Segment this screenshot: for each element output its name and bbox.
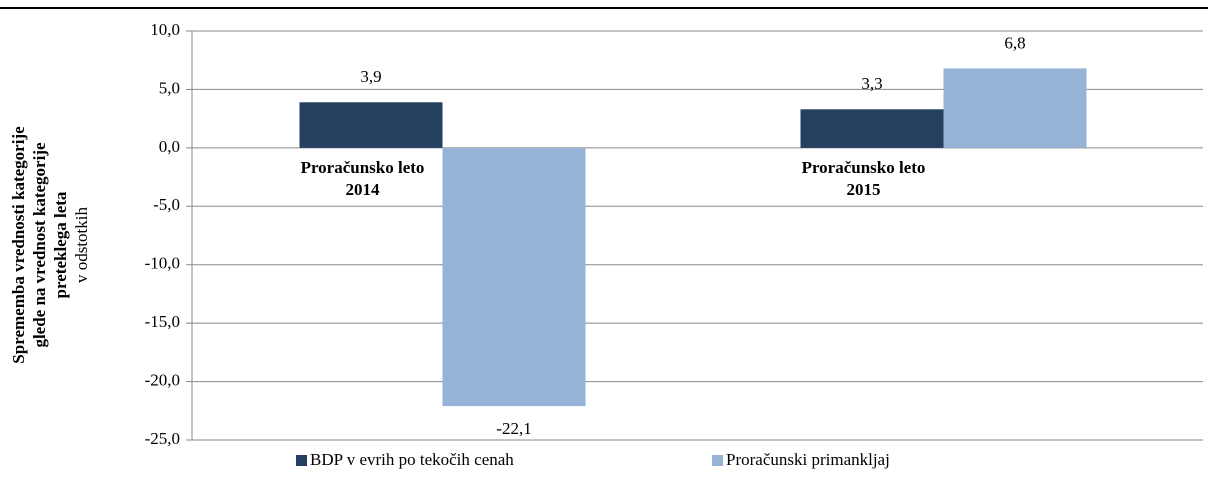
- y-axis-title-line: glede na vrednost kategorije: [30, 142, 49, 348]
- x-tick-label: Proračunsko leto 2014: [300, 158, 425, 199]
- bar: [442, 147, 586, 407]
- y-axis-title: Sprememba vrednosti kategorije glede na v…: [8, 35, 92, 455]
- y-tick-label: -25,0: [145, 429, 180, 448]
- y-axis-title-line: preteklega leta: [51, 191, 70, 299]
- y-axis-unit: v odstotkih: [72, 206, 91, 284]
- bar: [800, 109, 944, 148]
- y-tick-label: -5,0: [153, 195, 180, 214]
- bar: [299, 102, 443, 148]
- y-axis-title-line: Sprememba vrednosti kategorije: [9, 126, 28, 364]
- value-label: 3,3: [861, 74, 882, 93]
- value-label: -22,1: [496, 419, 531, 438]
- legend-swatch: [712, 455, 723, 466]
- bar: [943, 68, 1087, 148]
- y-tick-label: 10,0: [150, 20, 180, 39]
- y-tick-label: 5,0: [159, 78, 180, 97]
- y-tick-label: -20,0: [145, 370, 180, 389]
- y-tick-label: -15,0: [145, 312, 180, 331]
- legend-swatch: [296, 455, 307, 466]
- y-tick-label: -10,0: [145, 254, 180, 273]
- value-label: 6,8: [1004, 33, 1025, 52]
- value-label: 3,9: [360, 67, 381, 86]
- legend-label: Proračunski primankljaj: [726, 450, 890, 469]
- y-tick-label: 0,0: [159, 137, 180, 156]
- legend-label: BDP v evrih po tekočih cenah: [310, 450, 514, 469]
- x-tick-label: Proračunsko leto 2015: [801, 158, 926, 199]
